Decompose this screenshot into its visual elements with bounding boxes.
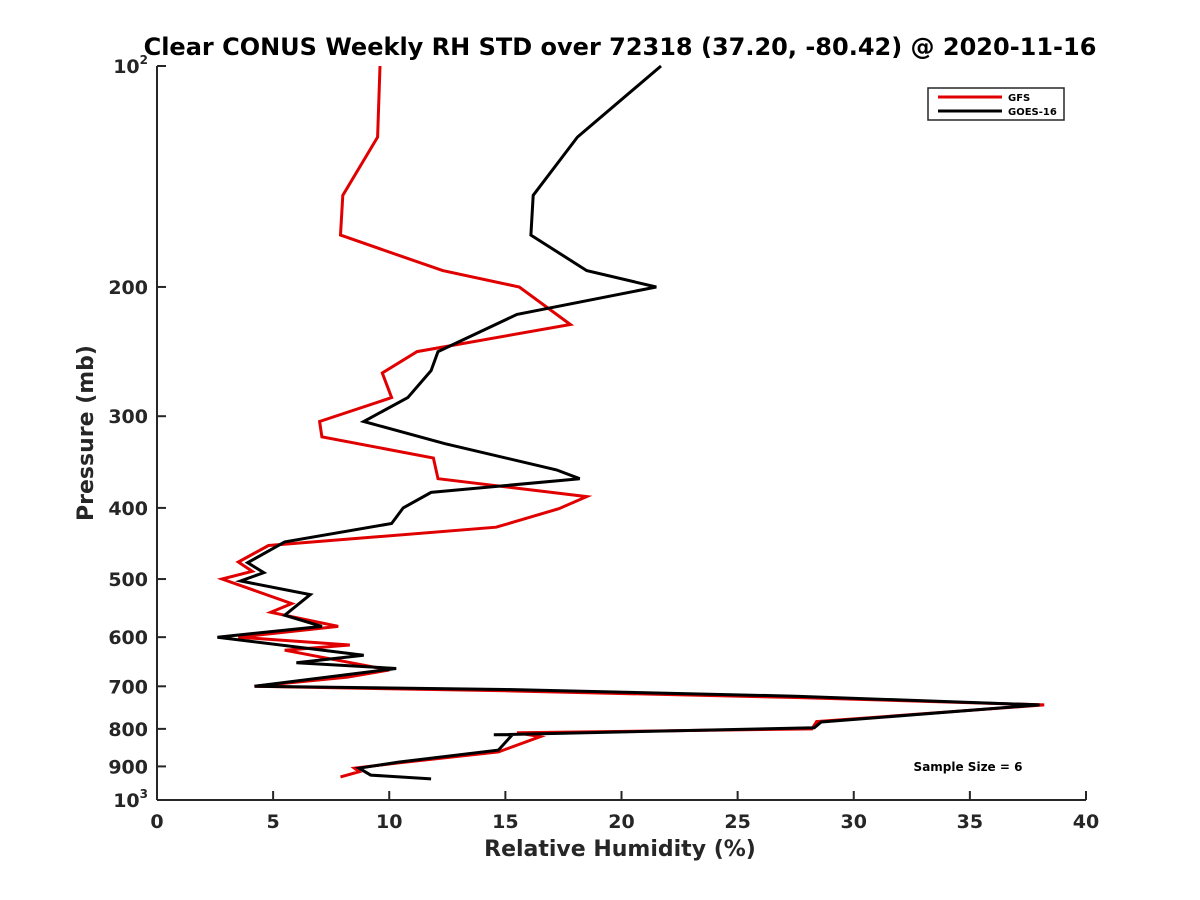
x-tick-label: 10 (376, 811, 402, 833)
y-axis-ticks: 102 200 300 400 500 600 700 800 900 103 (108, 53, 166, 812)
y-tick-label: 600 (108, 627, 148, 649)
x-tick-label: 30 (841, 811, 867, 833)
y-tick-label: 500 (108, 569, 148, 591)
y-tick-label: 103 (113, 787, 148, 812)
x-tick-label: 25 (724, 811, 750, 833)
x-tick-label: 0 (150, 811, 163, 833)
series-line-goes-16 (217, 64, 1040, 781)
x-tick-label: 15 (492, 811, 518, 833)
sample-size-annotation: Sample Size = 6 (914, 760, 1023, 774)
legend-box (927, 87, 1065, 121)
legend-label: GOES-16 (1008, 107, 1057, 118)
y-tick-label: 900 (108, 756, 148, 778)
axes-box (156, 66, 1086, 801)
x-tick-label: 20 (608, 811, 634, 833)
series-line-gfs (216, 65, 1045, 779)
series-lines (216, 64, 1045, 781)
x-tick-label: 35 (957, 811, 983, 833)
legend-label: GFS (1008, 93, 1030, 104)
y-tick-label: 200 (108, 277, 148, 299)
y-tick-label: 300 (108, 406, 148, 428)
legend: GFS GOES-16 (927, 87, 1065, 121)
x-tick-label: 5 (267, 811, 280, 833)
y-tick-label: 400 (108, 498, 148, 520)
y-tick-label: 800 (108, 719, 148, 741)
y-tick-label: 102 (113, 53, 148, 78)
y-axis-label: Pressure (mb) (74, 345, 99, 521)
x-tick-label: 40 (1073, 811, 1099, 833)
x-axis-label: Relative Humidity (%) (484, 837, 756, 862)
x-axis-ticks: 0 5 10 15 20 25 30 35 40 (150, 791, 1099, 833)
y-tick-label: 700 (108, 676, 148, 698)
chart-title: Clear CONUS Weekly RH STD over 72318 (37… (144, 33, 1097, 61)
